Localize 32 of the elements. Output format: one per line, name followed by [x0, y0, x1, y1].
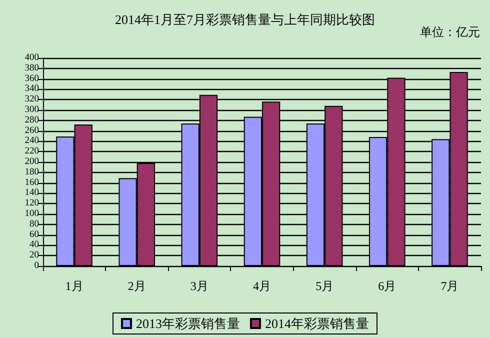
y-tick-label: 0: [34, 261, 40, 271]
x-tick-label: 6月: [378, 279, 396, 293]
x-tick-label: 3月: [190, 279, 208, 293]
legend-label: 2013年彩票销售量: [136, 316, 240, 331]
y-tick-label: 360: [24, 74, 40, 84]
y-tick-label: 260: [24, 126, 40, 136]
legend-label: 2014年彩票销售量: [265, 316, 369, 331]
y-tick-label: 220: [24, 146, 40, 157]
y-tick-label: 400: [24, 53, 40, 63]
y-tick-label: 40: [30, 240, 40, 250]
x-tick-label: 7月: [440, 279, 459, 293]
x-tick-label: 5月: [316, 279, 334, 293]
y-tick-label: 120: [24, 198, 40, 209]
text: 单位：亿元: [420, 25, 480, 39]
y-tick-label: 380: [24, 63, 40, 74]
y-tick-label: 60: [30, 230, 40, 240]
chart-title: 2014年1月至7月彩票销售量与上年同期比较图: [115, 12, 375, 27]
y-tick-label: 20: [30, 250, 40, 261]
y-tick-label: 340: [24, 84, 40, 94]
y-tick-label: 80: [30, 219, 40, 230]
x-tick-label: 2月: [128, 279, 146, 293]
y-tick-label: 280: [24, 115, 40, 126]
y-tick-label: 180: [24, 167, 40, 178]
y-tick-label: 300: [24, 105, 40, 115]
y-tick-label: 140: [24, 188, 40, 198]
x-tick-label: 4月: [253, 279, 271, 293]
y-tick-label: 200: [24, 157, 40, 167]
x-tick-label: 1月: [65, 279, 84, 293]
y-tick-label: 320: [24, 94, 40, 105]
y-tick-label: 160: [24, 178, 40, 188]
y-tick-label: 240: [24, 136, 40, 146]
y-tick-label: 100: [24, 209, 40, 219]
